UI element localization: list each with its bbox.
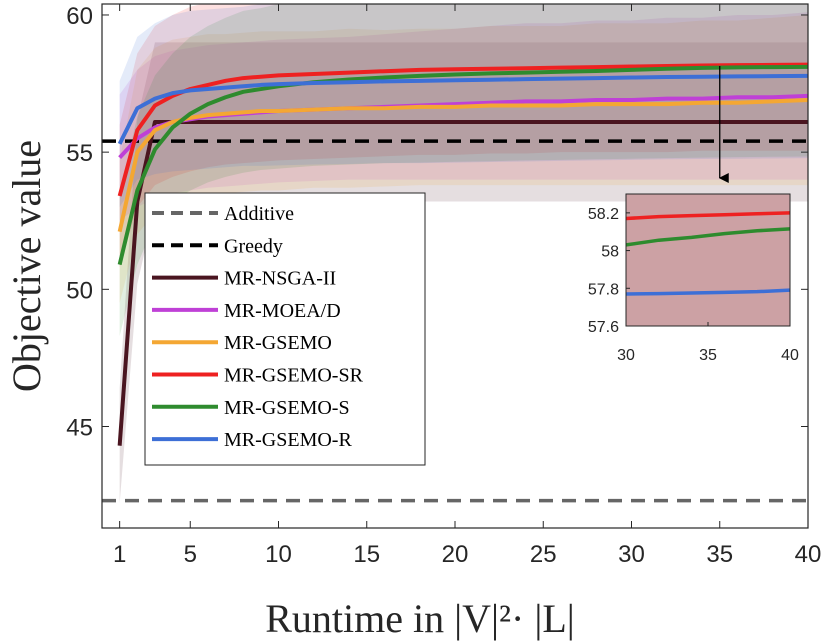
y-axis-label: Objective value: [4, 140, 49, 392]
x-tick-label: 15: [353, 541, 380, 568]
inset-line-mr-gsemo-r: [626, 288, 790, 296]
series-line-mr-gsemo: [117, 98, 808, 233]
inset-chart: 30 35 40 57.6 57.8 58 58.2: [588, 193, 799, 364]
x-tick-label: 35: [706, 541, 733, 568]
legend-box: [144, 192, 426, 466]
series-line-mr-gsemo-s: [117, 64, 808, 266]
x-axis-ticks: 1 5 10 15 20 25 30 35 40: [113, 4, 821, 568]
band-mr-gsemo: [119, 14, 808, 304]
x-tick-label: 25: [530, 541, 557, 568]
legend-label-greedy: Greedy: [224, 235, 283, 257]
x-tick-label: 10: [265, 541, 292, 568]
legend-label-mr-gsemo-s: MR-GSEMO-S: [224, 397, 350, 419]
confidence-bands: [119, 4, 808, 504]
inset-y-tick-label: 58.2: [588, 206, 619, 223]
legend-label-mr-gsemo: MR-GSEMO: [224, 332, 332, 354]
inset-y-tick-label: 57.8: [588, 281, 619, 298]
inset-line-mr-gsemo-s: [626, 227, 790, 247]
legend-label-mr-gsemo-r: MR-GSEMO-R: [224, 429, 352, 451]
legend-label-mr-gsemo-sr: MR-GSEMO-SR: [224, 365, 364, 387]
y-tick-label: 50: [66, 277, 93, 304]
legend-label-mr-nsga-ii: MR-NSGA-II: [224, 268, 336, 290]
y-tick-label: 45: [66, 414, 93, 441]
inset-line-mr-gsemo-sr: [626, 211, 790, 221]
band-mr-moea-d: [119, 12, 808, 221]
inset-y-tick-label: 58: [601, 244, 619, 261]
y-axis-ticks: 45 50 55 60: [66, 3, 808, 441]
x-tick-label: 20: [442, 541, 469, 568]
series-line-mr-nsga-ii: [117, 119, 808, 446]
x-tick-label: 30: [618, 541, 645, 568]
inset-y-tick-label: 57.6: [588, 319, 619, 336]
x-tick-label: 1: [113, 541, 126, 568]
reference-lines: [102, 139, 808, 503]
band-mr-nsga-ii: [119, 42, 808, 504]
y-tick-label: 60: [66, 3, 93, 30]
legend-label-additive: Additive: [224, 203, 294, 225]
series-lines: [117, 62, 808, 446]
x-tick-label: 5: [184, 541, 197, 568]
band-mr-gsemo-s: [119, 4, 808, 336]
x-axis-label: Runtime in |V|²· |L|: [265, 596, 575, 641]
y-tick-label: 55: [66, 140, 93, 167]
inset-x-tick-label: 40: [781, 347, 799, 364]
legend: Additive Greedy MR-NSGA-II MR-MOEA/D MR-GSEM…: [144, 192, 426, 466]
x-tick-label: 40: [795, 541, 822, 568]
legend-label-mr-moea-d: MR-MOEA/D: [224, 300, 341, 322]
inset-x-tick-label: 35: [699, 347, 717, 364]
inset-x-tick-label: 30: [617, 347, 635, 364]
series-line-mr-gsemo-r: [117, 73, 808, 145]
